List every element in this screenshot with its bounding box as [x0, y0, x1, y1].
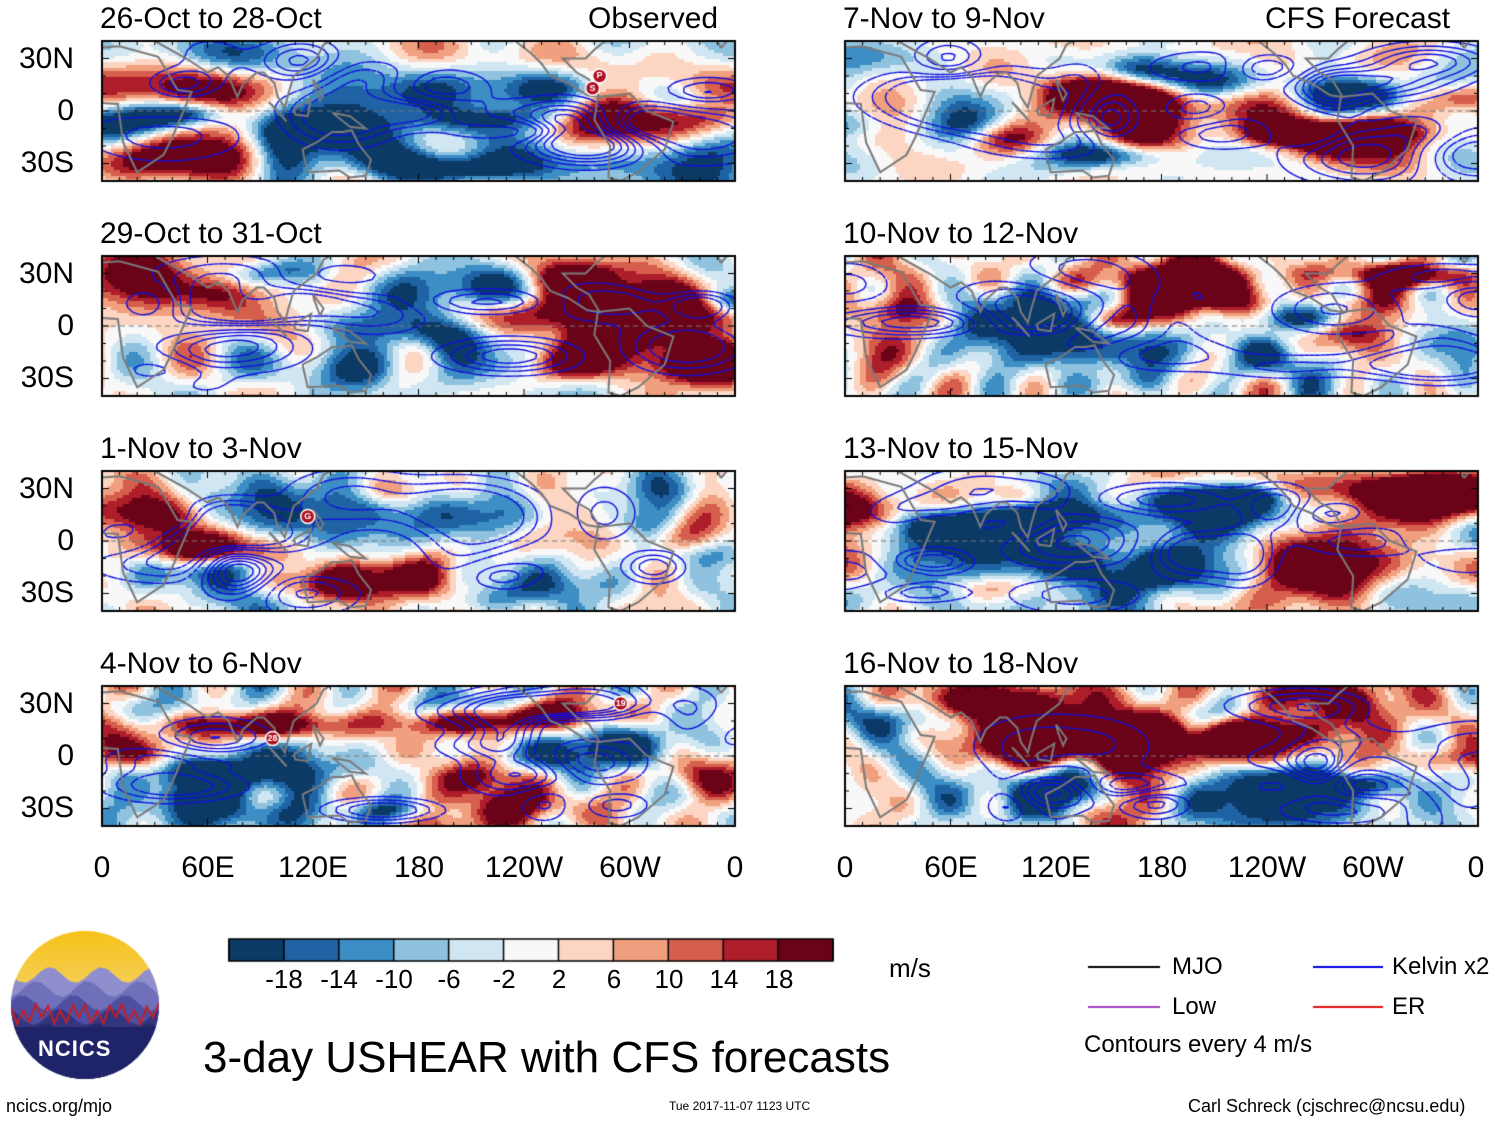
y-tick-label: 30N	[18, 687, 74, 720]
y-tick-label: 0	[57, 524, 74, 557]
y-tick-label: 30S	[20, 146, 74, 179]
logo-text: NCICS	[38, 1036, 112, 1061]
x-tick-label: 60E	[924, 851, 978, 884]
contour-interval-note: Contours every 4 m/s	[1084, 1031, 1313, 1058]
colorbar-label: -10	[375, 964, 413, 994]
panel-title: 16-Nov to 18-Nov	[843, 647, 1079, 680]
x-tick-label: 60W	[1342, 851, 1404, 884]
x-tick-label: 120W	[1227, 851, 1307, 884]
panel-title: 4-Nov to 6-Nov	[100, 647, 302, 680]
x-tick-label: 120E	[1020, 851, 1092, 884]
x-tick-label: 0	[836, 851, 854, 884]
colorbar-label: -6	[437, 964, 461, 994]
units-label: m/s	[889, 953, 931, 983]
colorbar-label: 2	[551, 964, 567, 994]
colorbar-label: -18	[265, 964, 303, 994]
y-tick-label: 0	[57, 739, 74, 772]
x-tick-label: 0	[726, 851, 744, 884]
x-tick-label: 60E	[181, 851, 235, 884]
credit: Carl Schreck (cjschrec@ncsu.edu)	[1188, 1096, 1466, 1116]
y-tick-label: 30S	[20, 576, 74, 609]
panel-title: 13-Nov to 15-Nov	[843, 432, 1079, 465]
legend-label-er: ER	[1392, 993, 1426, 1020]
x-tick-label: 120E	[277, 851, 349, 884]
panel-title: 7-Nov to 9-Nov	[843, 2, 1045, 35]
x-tick-label: 0	[93, 851, 111, 884]
y-tick-label: 30S	[20, 791, 74, 824]
website-link[interactable]: ncics.org/mjo	[6, 1096, 113, 1116]
legend-label-low: Low	[1172, 993, 1217, 1020]
y-tick-label: 30N	[18, 42, 74, 75]
x-tick-label: 0	[1467, 851, 1485, 884]
legend-label-mjo: MJO	[1172, 953, 1223, 980]
y-tick-label: 30N	[18, 472, 74, 505]
panel-title: 26-Oct to 28-Oct	[100, 2, 322, 35]
timestamp: Tue 2017-11-07 1123 UTC	[669, 1099, 811, 1113]
panel-tag-observed: Observed	[588, 2, 719, 35]
x-tick-label: 180	[1136, 851, 1188, 884]
x-tick-label: 180	[393, 851, 445, 884]
colorbar-label: 6	[606, 964, 622, 994]
y-tick-label: 0	[57, 309, 74, 342]
y-tick-label: 30S	[20, 361, 74, 394]
x-tick-label: 120W	[484, 851, 564, 884]
panel-title: 10-Nov to 12-Nov	[843, 217, 1079, 250]
panel-title: 1-Nov to 3-Nov	[100, 432, 302, 465]
panel-title: 29-Oct to 31-Oct	[100, 217, 322, 250]
colorbar-label: -2	[492, 964, 516, 994]
chart-title: 3-day USHEAR with CFS forecasts	[203, 1033, 891, 1082]
panel-tag-forecast: CFS Forecast	[1265, 2, 1451, 35]
colorbar-label: -14	[320, 964, 358, 994]
colorbar-label: 18	[764, 964, 794, 994]
y-tick-label: 30N	[18, 257, 74, 290]
colorbar-label: 10	[654, 964, 684, 994]
legend-label-kelvin: Kelvin x2	[1392, 953, 1490, 980]
y-tick-label: 0	[57, 94, 74, 127]
colorbar-label: 14	[709, 964, 739, 994]
x-tick-label: 60W	[599, 851, 661, 884]
